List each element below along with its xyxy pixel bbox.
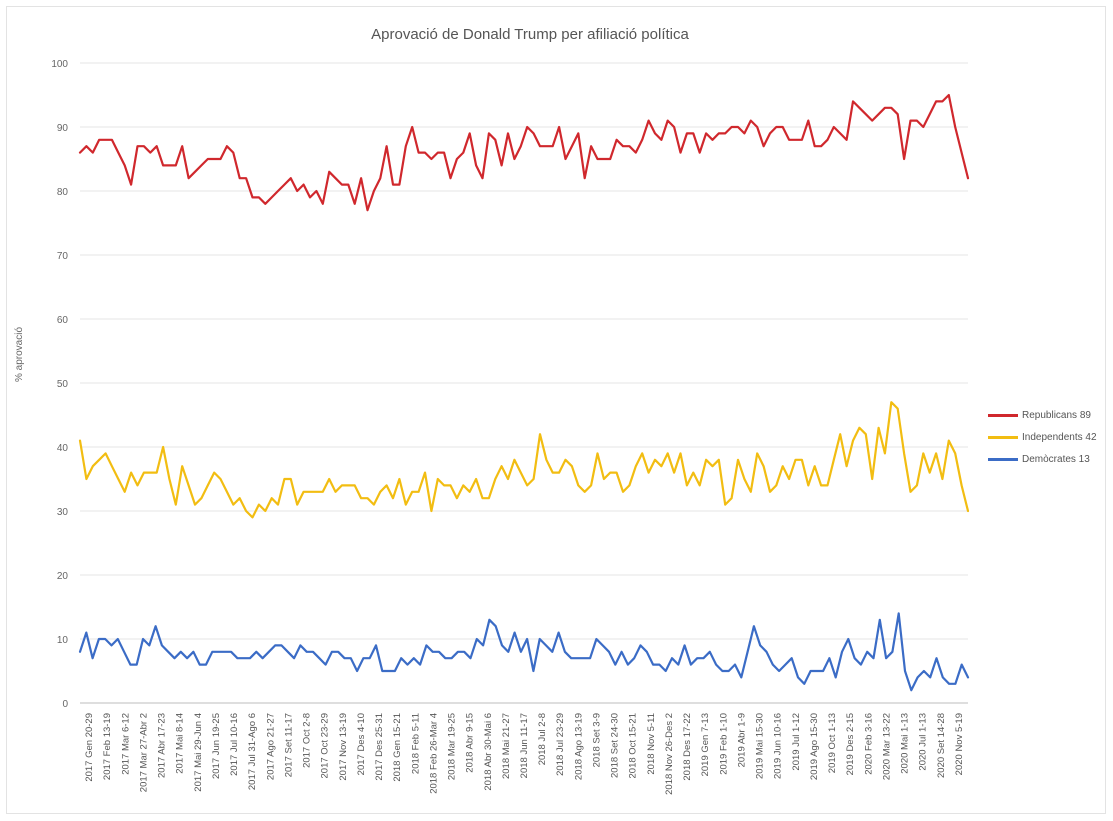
x-tick-label: 2018 Abr 9-15 <box>465 713 476 773</box>
x-tick-label: 2017 Oct 2-8 <box>302 713 313 768</box>
x-tick-label: 2018 Abr 30-Mai 6 <box>483 713 494 791</box>
legend-swatch-democrates <box>988 457 1018 461</box>
y-tick-label: 40 <box>57 443 69 454</box>
legend-item-republicans: Republicans 89 <box>988 404 1097 426</box>
y-tick-label: 60 <box>57 315 69 326</box>
x-tick-label: 2018 Set 24-30 <box>610 713 621 778</box>
x-tick-label: 2017 Set 11-17 <box>283 713 294 777</box>
x-tick-label: 2019 Oct 1-13 <box>827 713 838 773</box>
x-tick-label: 2017 Feb 13-19 <box>102 713 113 780</box>
x-tick-label: 2019 Des 2-15 <box>845 713 856 775</box>
y-tick-label: 80 <box>57 187 69 198</box>
x-tick-label: 2018 Feb 26-Mar 4 <box>428 713 439 794</box>
x-tick-label: 2019 Feb 1-10 <box>718 713 729 775</box>
series-lines <box>78 93 970 692</box>
legend-swatch-independents <box>988 435 1018 439</box>
x-tick-label: 2018 Nov 5-11 <box>646 713 657 775</box>
x-tick-label: 2018 Mai 21-27 <box>501 713 512 779</box>
y-tick-label: 50 <box>57 379 69 390</box>
chart-frame <box>6 6 1106 814</box>
x-tick-label: 2020 Mai 1-13 <box>900 713 911 774</box>
legend: Republicans 89 Independents 42 Demòcrate… <box>988 404 1097 470</box>
y-tick-label: 70 <box>57 251 69 262</box>
legend-item-independents: Independents 42 <box>988 426 1097 448</box>
x-tick-label: 2017 Des 25-31 <box>374 713 385 781</box>
x-tick-label: 2017 Gen 20-29 <box>84 713 95 782</box>
x-tick-label: 2017 Abr 17-23 <box>157 713 168 778</box>
x-tick-label: 2020 Feb 3-16 <box>863 713 874 775</box>
x-tick-label: 2019 Abr 1-9 <box>736 713 747 767</box>
x-tick-labels: 2017 Gen 20-29 2017 Feb 13-19 2017 Mar 6-1… <box>84 713 965 795</box>
x-tick-label: 2019 Jul 1-12 <box>791 713 802 771</box>
x-tick-label: 2018 Jun 11-17 <box>519 713 530 778</box>
x-tick-label: 2018 Des 17-22 <box>682 713 693 781</box>
y-tick-labels: 0 10 20 30 40 50 60 70 80 90 100 <box>51 59 68 710</box>
y-tick-label: 100 <box>51 59 68 70</box>
x-tick-label: 2018 Oct 15-21 <box>628 713 639 779</box>
y-tick-label: 90 <box>57 123 69 134</box>
x-tick-label: 2017 Des 4-10 <box>356 713 367 775</box>
x-tick-label: 2020 Jul 1-13 <box>918 713 929 771</box>
legend-label-republicans: Republicans 89 <box>1022 409 1091 421</box>
x-tick-label: 2017 Mai 8-14 <box>175 713 186 774</box>
x-tick-label: 2018 Set 3-9 <box>591 713 602 767</box>
legend-label-democrates: Demòcrates 13 <box>1022 453 1090 465</box>
x-tick-label: 2017 Nov 13-19 <box>338 713 349 781</box>
y-tick-label: 10 <box>57 635 69 646</box>
legend-swatch-republicans <box>988 413 1018 417</box>
x-tick-label: 2019 Mai 15-30 <box>755 713 766 779</box>
legend-item-democrates: Demòcrates 13 <box>988 448 1097 470</box>
series-line-2 <box>78 612 970 692</box>
x-tick-label: 2017 Mar 6-12 <box>120 713 131 775</box>
x-tick-label: 2018 Mar 19-25 <box>447 713 458 780</box>
chart-title: Aprovació de Donald Trump per afiliació … <box>371 26 689 43</box>
x-tick-label: 2018 Nov 26-Des 2 <box>664 713 675 795</box>
x-tick-label: 2018 Jul 2-8 <box>537 713 548 765</box>
x-tick-label: 2017 Jun 19-25 <box>211 713 222 779</box>
x-tick-label: 2020 Mar 13-22 <box>881 713 892 780</box>
x-tick-label: 2018 Jul 23-29 <box>555 713 566 776</box>
x-tick-label: 2017 Oct 23-29 <box>320 713 331 779</box>
x-tick-label: 2017 Mar 27-Abr 2 <box>138 713 149 792</box>
x-tick-label: 2018 Feb 5-11 <box>410 713 421 774</box>
x-tick-label: 2017 Ago 21-27 <box>265 713 276 780</box>
x-tick-label: 2018 Gen 15-21 <box>392 713 403 782</box>
x-tick-label: 2019 Gen 7-13 <box>700 713 711 776</box>
x-tick-label: 2020 Nov 5-19 <box>954 713 965 775</box>
y-tick-label: 30 <box>57 507 69 518</box>
y-tick-label: 20 <box>57 571 69 582</box>
x-tick-label: 2017 Mai 29-Jun 4 <box>193 713 204 792</box>
series-line-0 <box>78 93 970 212</box>
y-tick-label: 0 <box>62 699 68 710</box>
x-tick-label: 2018 Ago 13-19 <box>573 713 584 780</box>
legend-label-independents: Independents 42 <box>1022 431 1097 443</box>
series-line-1 <box>78 401 970 519</box>
x-tick-label: 2020 Set 14-28 <box>936 713 947 778</box>
x-tick-label: 2017 Jul 10-16 <box>229 713 240 776</box>
x-tick-label: 2019 Jun 10-16 <box>773 713 784 779</box>
x-tick-label: 2019 Ago 15-30 <box>809 713 820 780</box>
grid-lines <box>80 62 968 704</box>
x-tick-label: 2017 Jul 31-Ago 6 <box>247 713 258 790</box>
